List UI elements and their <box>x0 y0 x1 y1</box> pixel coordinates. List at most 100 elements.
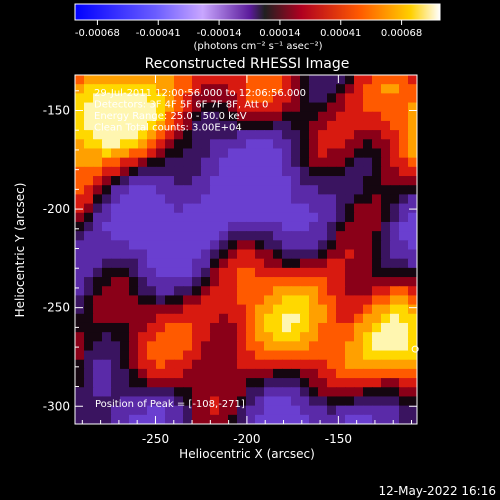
heatmap-cell <box>75 120 85 131</box>
heatmap-cell <box>390 157 400 168</box>
heatmap-cell <box>408 139 417 150</box>
heatmap-cell <box>291 130 301 140</box>
heatmap-cell <box>210 378 220 388</box>
heatmap-cell <box>363 387 373 398</box>
heatmap-cell <box>246 295 256 306</box>
heatmap-cell <box>264 148 274 159</box>
heatmap-cell <box>363 249 373 260</box>
heatmap-cell <box>102 185 112 195</box>
heatmap-cell <box>345 332 355 342</box>
heatmap-cell <box>399 194 409 205</box>
heatmap-cell <box>210 139 220 150</box>
heatmap-cell <box>399 102 409 113</box>
heatmap-cell <box>309 359 319 370</box>
heatmap-cell <box>75 350 85 361</box>
heatmap-cell <box>408 359 417 370</box>
heatmap-cell <box>129 258 139 269</box>
heatmap-cell <box>399 258 409 269</box>
heatmap-cell <box>399 350 409 361</box>
heatmap-cell <box>174 212 184 223</box>
heatmap-cell <box>291 139 301 150</box>
heatmap-cell <box>282 277 292 287</box>
heatmap-cell <box>210 359 220 370</box>
heatmap-cell <box>138 322 148 333</box>
heatmap-cell <box>336 387 346 398</box>
heatmap-cell <box>354 166 364 177</box>
heatmap-cell <box>210 304 220 315</box>
heatmap-cell <box>273 405 283 416</box>
heatmap-cell <box>138 157 148 168</box>
heatmap-cell <box>129 84 139 94</box>
heatmap-cell <box>354 350 364 361</box>
heatmap-cell <box>300 387 310 398</box>
heatmap-cell <box>84 194 94 205</box>
heatmap-cell <box>372 405 382 416</box>
heatmap-cell <box>111 387 121 398</box>
heatmap-cell <box>192 148 202 159</box>
heatmap-cell <box>390 295 400 306</box>
heatmap-cell <box>138 166 148 177</box>
heatmap-cell <box>147 249 157 260</box>
heatmap-cell <box>399 231 409 241</box>
colorbar-tick-label: -0.00041 <box>136 28 181 39</box>
heatmap-cell <box>255 111 265 122</box>
heatmap-cell <box>300 313 310 324</box>
heatmap-cell <box>201 130 211 140</box>
heatmap-cell <box>399 304 409 315</box>
heatmap-cell <box>246 148 256 159</box>
heatmap-cell <box>120 185 130 195</box>
heatmap-cell <box>75 277 85 287</box>
heatmap-cell <box>327 130 337 140</box>
heatmap-cell <box>210 249 220 260</box>
heatmap-cell <box>300 295 310 306</box>
heatmap-cell <box>192 203 202 214</box>
heatmap-cell <box>336 396 346 407</box>
heatmap-cell <box>156 84 166 94</box>
heatmap-cell <box>210 111 220 122</box>
heatmap-cell <box>255 240 265 251</box>
heatmap-cell <box>345 139 355 150</box>
heatmap-cell <box>210 405 220 416</box>
heatmap-cell <box>291 194 301 205</box>
heatmap-cell <box>246 378 256 388</box>
heatmap-cell <box>390 249 400 260</box>
heatmap-cell <box>282 286 292 297</box>
heatmap-cell <box>255 378 265 388</box>
heatmap-cell <box>255 203 265 214</box>
heatmap-cell <box>93 258 103 269</box>
heatmap-cell <box>255 341 265 352</box>
heatmap-cell <box>75 111 85 122</box>
heatmap-cell <box>318 368 328 379</box>
heatmap-cell <box>354 286 364 297</box>
heatmap-cell <box>372 120 382 131</box>
heatmap-cell <box>75 176 85 186</box>
heatmap-cell <box>318 341 328 352</box>
heatmap-cell <box>156 148 166 159</box>
heatmap-cell <box>273 341 283 352</box>
heatmap-cell <box>246 368 256 379</box>
heatmap-cell <box>399 240 409 251</box>
heatmap-cell <box>336 185 346 195</box>
heatmap-cell <box>327 176 337 186</box>
heatmap-cell <box>228 212 238 223</box>
heatmap-cell <box>228 304 238 315</box>
heatmap-cell <box>363 350 373 361</box>
heatmap-cell <box>345 277 355 287</box>
heatmap-cell <box>300 120 310 131</box>
heatmap-cell <box>138 102 148 113</box>
heatmap-cell <box>147 75 157 85</box>
heatmap-cell <box>354 277 364 287</box>
heatmap-cell <box>156 166 166 177</box>
heatmap-cell <box>120 368 130 379</box>
colorbar <box>74 3 441 21</box>
heatmap-cell <box>192 277 202 287</box>
heatmap-cell <box>291 148 301 159</box>
heatmap-cell <box>318 194 328 205</box>
heatmap-cell <box>372 102 382 113</box>
heatmap-cell <box>381 414 391 424</box>
heatmap-cell <box>264 84 274 94</box>
heatmap-cell <box>345 378 355 388</box>
heatmap-cell <box>408 267 417 278</box>
heatmap-cell <box>273 221 283 232</box>
heatmap-cell <box>84 148 94 159</box>
